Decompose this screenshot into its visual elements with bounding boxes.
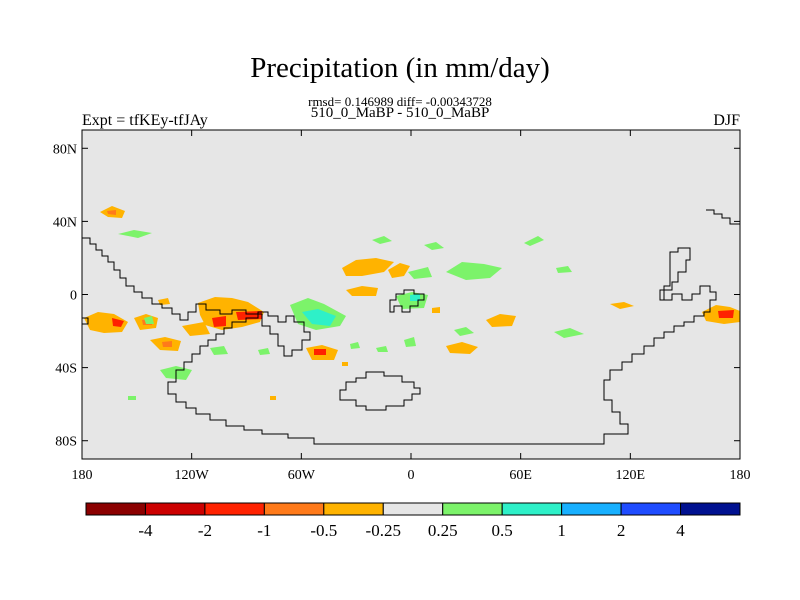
colorbar-swatch: [382, 502, 444, 516]
colorbar-swatch: [620, 502, 682, 516]
africa-outline: [389, 289, 425, 313]
colorbar-swatch: [85, 502, 146, 516]
anomaly-patch: [554, 328, 584, 338]
anomaly-patch: [107, 210, 116, 215]
stats-line: rmsd= 0.146989 diff= -0.00343728: [308, 94, 492, 109]
lat-tick-label: 0: [70, 289, 77, 304]
anomaly-patch: [182, 322, 210, 336]
map-axes: 80N 40N 0 40S 80S 180 120W 60W 0 60E 120E 180: [53, 129, 751, 483]
americas-coastline: [82, 237, 717, 445]
lat-tick-label: 40N: [53, 215, 77, 230]
colorbar-swatch: [561, 502, 622, 516]
colorbar-swatch: [204, 502, 265, 516]
colorbar-swatch: [263, 502, 325, 516]
lat-tick-label: 80N: [53, 142, 77, 157]
anomaly-patch: [718, 310, 734, 318]
anomaly-patch: [424, 242, 444, 250]
anomaly-patch: [410, 294, 420, 301]
anomaly-patch: [376, 346, 388, 352]
experiment-label: Expt = tfKEy-tfJAy: [82, 112, 208, 129]
east-asia-coastline: [706, 209, 740, 225]
colorbar-swatch: [501, 502, 563, 516]
colorbar-swatch: [442, 502, 503, 516]
anomaly-patch: [524, 236, 544, 246]
anomaly-patch: [212, 316, 226, 327]
anomaly-patch: [128, 396, 136, 400]
anomaly-patch: [388, 263, 410, 278]
continent-outlines: [82, 209, 740, 445]
colorbar-label: -2: [198, 521, 212, 540]
lon-tick-label: 120W: [175, 468, 210, 483]
lon-tick-label: 120E: [616, 468, 646, 483]
anomaly-patch: [486, 314, 516, 327]
anomaly-patch: [144, 316, 154, 324]
colorbar-label: -4: [138, 521, 153, 540]
anomaly-patch: [350, 342, 360, 349]
anomaly-patch: [258, 348, 270, 355]
colorbar-label: 4: [676, 521, 685, 540]
chart-title: Precipitation (in mm/day): [250, 52, 550, 84]
colorbar-label: 1: [557, 521, 566, 540]
anomaly-patch: [162, 341, 172, 347]
anomaly-patch: [454, 327, 474, 336]
anomaly-patch: [270, 396, 276, 400]
pacific-island-outline: [82, 317, 89, 325]
lon-tick-label: 60W: [288, 468, 316, 483]
lon-tick-label: 60E: [509, 468, 532, 483]
anomaly-patch: [118, 230, 152, 238]
anomaly-patch: [314, 349, 326, 355]
anomaly-patch: [556, 266, 572, 273]
anomaly-patch: [432, 307, 440, 313]
anomaly-patch: [372, 236, 392, 244]
anomaly-patch: [610, 302, 634, 309]
colorbar-label: 2: [617, 521, 626, 540]
anomaly-patch: [446, 342, 478, 354]
anomaly-patch: [446, 262, 502, 280]
anomaly-patch: [404, 337, 416, 347]
lon-tick-label: 180: [730, 468, 751, 483]
lon-tick-label: 0: [408, 468, 415, 483]
australia-outline: [339, 371, 421, 411]
colorbar-swatch: [144, 502, 206, 516]
season-label: DJF: [713, 112, 740, 129]
colorbar-label: -0.5: [310, 521, 337, 540]
lon-tick-label: 180: [72, 468, 93, 483]
anomaly-patch: [158, 298, 170, 305]
anomaly-patch: [210, 346, 228, 355]
case-names: 510_0_MaBP - 510_0_MaBP: [310, 105, 490, 121]
anomaly-patch: [302, 309, 336, 326]
anomaly-patch: [84, 312, 128, 333]
anomaly-patch: [346, 286, 378, 296]
lat-tick-label: 80S: [55, 435, 77, 450]
lat-tick-label: 40S: [55, 362, 77, 377]
anomaly-patch: [408, 267, 432, 279]
anomaly-patch: [342, 258, 394, 276]
colorbar-swatch: [323, 502, 384, 516]
colorbar-label: -1: [257, 521, 271, 540]
colorbar: -4 -2 -1 -0.5 -0.25 0.25 0.5 1 2 4: [85, 502, 741, 540]
precip-anomaly-layer: [84, 206, 740, 400]
anomaly-patch: [342, 362, 348, 366]
colorbar-label: -0.25: [366, 521, 401, 540]
colorbar-label: 0.25: [428, 521, 458, 540]
anomaly-patch: [112, 318, 124, 327]
colorbar-label: 0.5: [492, 521, 513, 540]
colorbar-swatch: [680, 502, 741, 516]
